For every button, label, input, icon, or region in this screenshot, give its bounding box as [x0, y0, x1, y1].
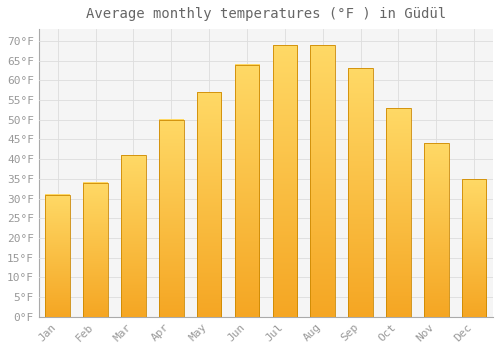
Bar	[159, 120, 184, 317]
Bar	[46, 195, 70, 317]
Bar	[348, 69, 373, 317]
Bar	[197, 92, 222, 317]
Bar	[234, 64, 260, 317]
Bar	[272, 45, 297, 317]
Bar	[121, 155, 146, 317]
Bar	[84, 183, 108, 317]
Bar	[462, 179, 486, 317]
Bar	[310, 45, 335, 317]
Bar	[424, 144, 448, 317]
Bar	[386, 108, 410, 317]
Title: Average monthly temperatures (°F ) in Güdül: Average monthly temperatures (°F ) in Gü…	[86, 7, 446, 21]
